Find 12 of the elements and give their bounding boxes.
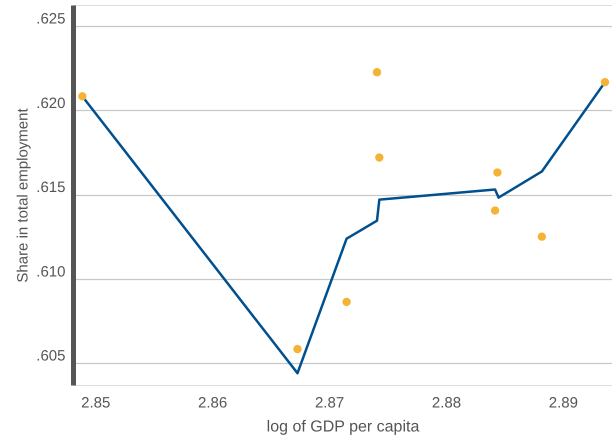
y-axis-title: Share in total employment [14,108,32,283]
x-tick-label: 2.85 [81,394,110,412]
y-tick-label: .605 [36,348,66,365]
y-tick-label: .620 [36,94,66,112]
x-axis-title: log of GDP per capita [266,418,420,436]
x-tick-label: 2.86 [198,394,228,412]
y-tick-label: .625 [36,10,66,28]
y-tick-label: .615 [36,179,66,196]
x-tick-label: 2.88 [432,394,462,412]
x-tick-label: 2.89 [548,394,578,412]
x-tick-label: 2.87 [314,394,344,412]
y-tick-label: .610 [36,263,66,280]
